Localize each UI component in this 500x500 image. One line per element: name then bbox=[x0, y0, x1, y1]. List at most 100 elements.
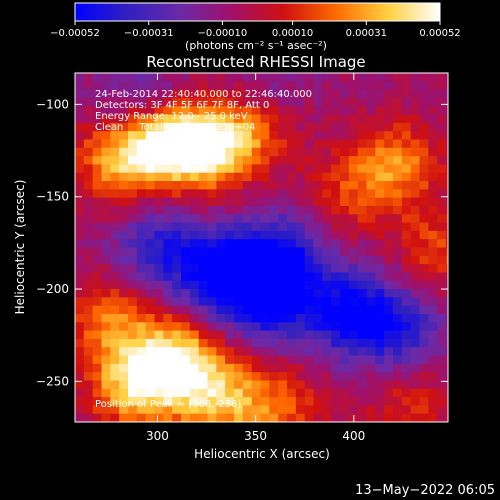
heatmap-cell bbox=[313, 255, 323, 265]
heatmap-cell bbox=[119, 305, 129, 315]
heatmap-cell bbox=[357, 330, 368, 340]
heatmap-cell bbox=[322, 89, 332, 99]
heatmap-cell bbox=[136, 97, 147, 107]
heatmap-cell bbox=[419, 172, 429, 182]
heatmap-cell bbox=[295, 172, 306, 182]
heatmap-cell bbox=[163, 397, 173, 406]
heatmap-cell bbox=[92, 131, 103, 141]
heatmap-cell bbox=[357, 230, 368, 240]
heatmap-cell bbox=[331, 164, 341, 174]
heatmap-cell bbox=[242, 247, 253, 257]
heatmap-cell bbox=[251, 73, 262, 82]
heatmap-cell bbox=[260, 247, 270, 257]
heatmap-cell bbox=[322, 214, 332, 224]
heatmap-cell bbox=[101, 405, 111, 415]
heatmap-cell bbox=[198, 147, 209, 157]
heatmap-cell bbox=[189, 372, 200, 382]
heatmap-cell bbox=[260, 222, 270, 232]
heatmap-cell bbox=[181, 413, 191, 422]
heatmap-cell bbox=[101, 397, 111, 406]
heatmap-cell bbox=[278, 156, 288, 166]
heatmap-cell bbox=[83, 131, 94, 141]
heatmap-cell bbox=[278, 164, 288, 174]
heatmap-cell bbox=[136, 247, 147, 257]
heatmap-cell bbox=[375, 264, 385, 274]
heatmap-cell bbox=[428, 330, 438, 340]
heatmap-cell bbox=[110, 156, 120, 166]
heatmap-cell bbox=[419, 330, 429, 340]
heatmap-cell bbox=[119, 164, 129, 174]
heatmap-cell bbox=[198, 230, 209, 240]
heatmap-cell bbox=[251, 114, 262, 124]
heatmap-cell bbox=[181, 230, 191, 240]
heatmap-cell bbox=[384, 139, 394, 149]
heatmap-cell bbox=[110, 363, 120, 373]
heatmap-cell bbox=[136, 189, 147, 199]
heatmap-cell bbox=[428, 388, 438, 398]
heatmap-cell bbox=[172, 280, 182, 290]
heatmap-cell bbox=[163, 205, 173, 215]
heatmap-cell bbox=[260, 214, 270, 224]
heatmap-cell bbox=[428, 205, 438, 215]
heatmap-cell bbox=[340, 322, 350, 332]
heatmap-cell bbox=[287, 164, 297, 174]
heatmap-cell bbox=[110, 106, 120, 116]
heatmap-cell bbox=[216, 255, 226, 265]
heatmap-cell bbox=[101, 297, 111, 307]
heatmap-cell bbox=[234, 189, 244, 199]
heatmap-cell bbox=[340, 139, 350, 149]
heatmap-cell bbox=[446, 297, 448, 307]
heatmap-cell bbox=[260, 255, 270, 265]
heatmap-cell bbox=[295, 239, 306, 249]
heatmap-cell bbox=[446, 264, 448, 274]
heatmap-cell bbox=[145, 355, 156, 365]
heatmap-cell bbox=[145, 114, 156, 124]
heatmap-cell bbox=[269, 222, 279, 232]
annotation-detectors: Detectors: 3F 4F 5F 6F 7F 8F, Att 0 bbox=[95, 100, 269, 111]
heatmap-cell bbox=[101, 164, 111, 174]
heatmap-cell bbox=[154, 247, 164, 257]
heatmap-cell bbox=[428, 297, 438, 307]
heatmap-cell bbox=[110, 272, 120, 282]
heatmap-cell bbox=[198, 247, 209, 257]
heatmap-cell bbox=[198, 214, 209, 224]
heatmap-cell bbox=[437, 156, 447, 166]
heatmap-cell bbox=[189, 181, 200, 190]
heatmap-cell bbox=[437, 289, 447, 298]
heatmap-cell bbox=[366, 122, 376, 132]
heatmap-cell bbox=[260, 139, 270, 149]
heatmap-cell bbox=[234, 280, 244, 290]
heatmap-cell bbox=[128, 255, 138, 265]
heatmap-cell bbox=[136, 264, 147, 274]
heatmap-cell bbox=[234, 81, 244, 91]
heatmap-cell bbox=[375, 89, 385, 99]
heatmap-cell bbox=[278, 388, 288, 398]
heatmap-cell bbox=[260, 297, 270, 307]
heatmap-cell bbox=[92, 189, 103, 199]
heatmap-cell bbox=[340, 73, 350, 82]
heatmap-cell bbox=[251, 388, 262, 398]
heatmap-cell bbox=[172, 139, 182, 149]
y-axis-label: Heliocentric Y (arcsec) bbox=[13, 180, 27, 315]
heatmap-cell bbox=[242, 297, 253, 307]
heatmap-cell bbox=[198, 97, 209, 107]
heatmap-cell bbox=[101, 230, 111, 240]
heatmap-cell bbox=[242, 189, 253, 199]
heatmap-cell bbox=[101, 255, 111, 265]
heatmap-cell bbox=[154, 388, 164, 398]
heatmap-cell bbox=[446, 214, 448, 224]
heatmap-cell bbox=[83, 73, 94, 82]
heatmap-cell bbox=[446, 280, 448, 290]
heatmap-cell bbox=[295, 97, 306, 107]
heatmap-cell bbox=[216, 397, 226, 406]
heatmap-cell bbox=[198, 164, 209, 174]
heatmap-cell bbox=[269, 122, 279, 132]
heatmap-cell bbox=[340, 122, 350, 132]
heatmap-cell bbox=[287, 347, 297, 357]
heatmap-cell bbox=[410, 106, 421, 116]
heatmap-cell bbox=[278, 114, 288, 124]
heatmap-cell bbox=[384, 305, 394, 315]
heatmap-cell bbox=[154, 405, 164, 415]
heatmap-cell bbox=[198, 172, 209, 182]
heatmap-cell bbox=[119, 380, 129, 390]
